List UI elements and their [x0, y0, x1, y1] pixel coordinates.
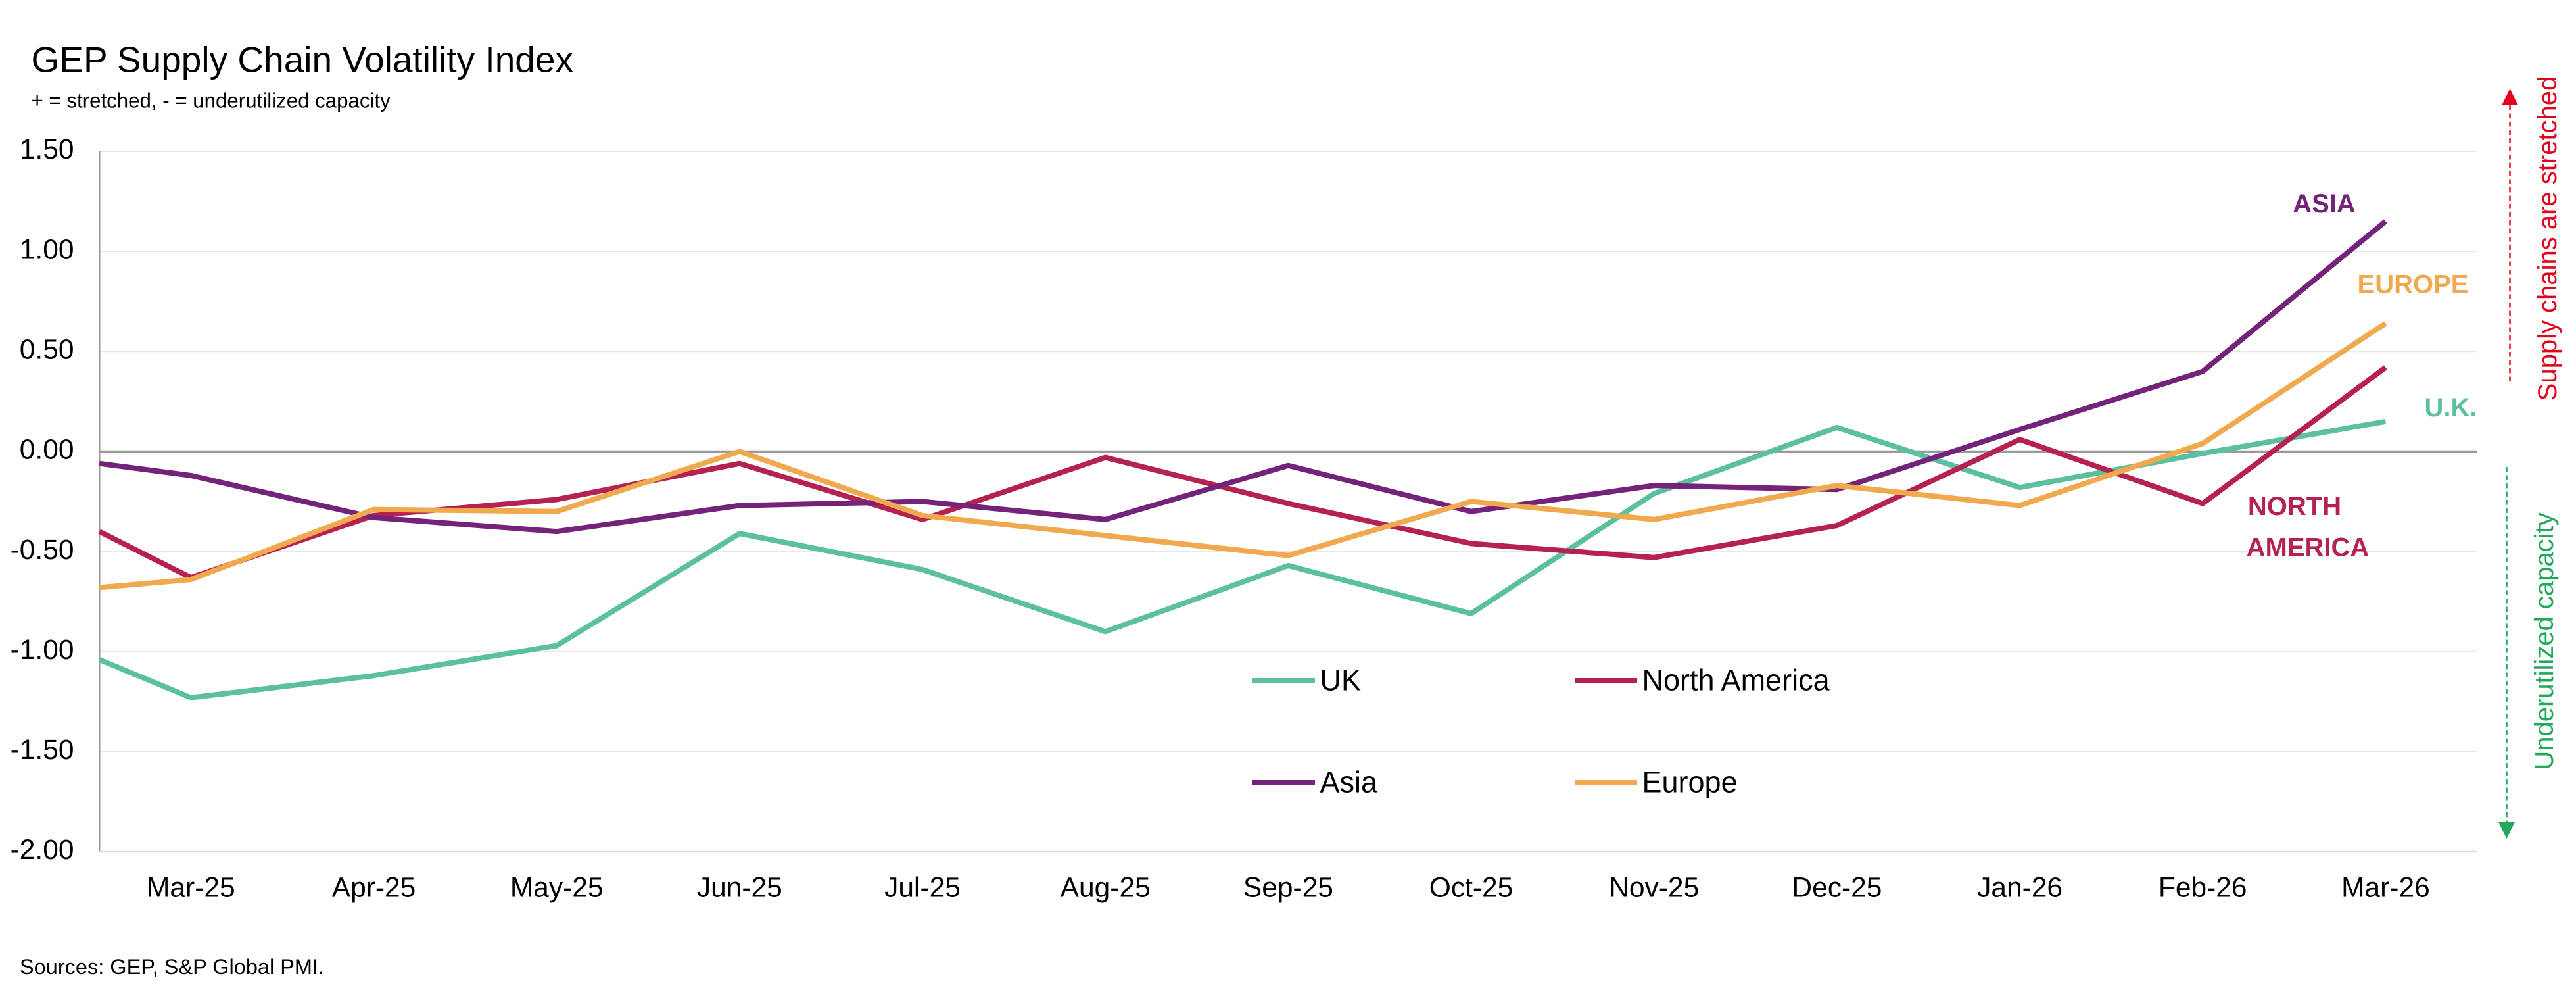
x-tick-label: Jun-25 — [697, 873, 782, 904]
x-tick-label: Dec-25 — [1792, 873, 1882, 904]
y-tick-label: -1.50 — [11, 735, 74, 766]
series-line — [99, 219, 2387, 535]
source-note: Sources: GEP, S&P Global PMI. — [20, 955, 324, 979]
y-tick-label: -2.00 — [11, 835, 74, 866]
x-tick-label: Jul-25 — [884, 873, 961, 904]
series-line — [98, 365, 2387, 581]
x-tick-label: Mar-25 — [147, 873, 235, 904]
x-tick-label: Aug-25 — [1061, 873, 1151, 904]
series-annotation: U.K. — [2425, 393, 2477, 422]
y-tick-label: 0.00 — [20, 435, 74, 466]
legend-label: Asia — [1320, 765, 1379, 798]
y-tick-label: 1.00 — [20, 234, 74, 265]
x-tick-label: Jan-26 — [1977, 873, 2063, 904]
legend-label: North America — [1642, 663, 1830, 697]
arrow-head-up — [2502, 89, 2518, 105]
stretched-label: Supply chains are stretched — [2533, 76, 2562, 401]
series-annotation: NORTH — [2248, 492, 2341, 521]
y-tick-label: 1.50 — [20, 134, 74, 165]
underutilized-label: Underutilized capacity — [2530, 512, 2559, 770]
chart-subtitle: + = stretched, - = underutilized capacit… — [32, 89, 391, 112]
x-tick-label: Feb-26 — [2159, 873, 2247, 904]
series-line — [99, 321, 2387, 591]
y-tick-label: -0.50 — [11, 535, 74, 566]
y-tick-label: 0.50 — [20, 335, 74, 366]
series-line — [98, 418, 2387, 700]
x-tick-label: May-25 — [510, 873, 604, 904]
series-annotation: ASIA — [2293, 189, 2356, 218]
arrow-head-down — [2498, 822, 2515, 839]
x-tick-label: Oct-25 — [1429, 873, 1514, 904]
y-tick-label: -1.00 — [11, 635, 74, 666]
legend-label: Europe — [1642, 765, 1738, 798]
x-tick-label: Mar-26 — [2341, 873, 2430, 904]
series-annotation: AMERICA — [2247, 533, 2370, 562]
legend-label: UK — [1320, 663, 1362, 697]
x-tick-label: Apr-25 — [332, 873, 416, 904]
x-tick-label: Sep-25 — [1243, 873, 1333, 904]
chart-title: GEP Supply Chain Volatility Index — [32, 39, 573, 80]
x-tick-label: Nov-25 — [1609, 873, 1699, 904]
series-annotation: EUROPE — [2358, 270, 2469, 299]
